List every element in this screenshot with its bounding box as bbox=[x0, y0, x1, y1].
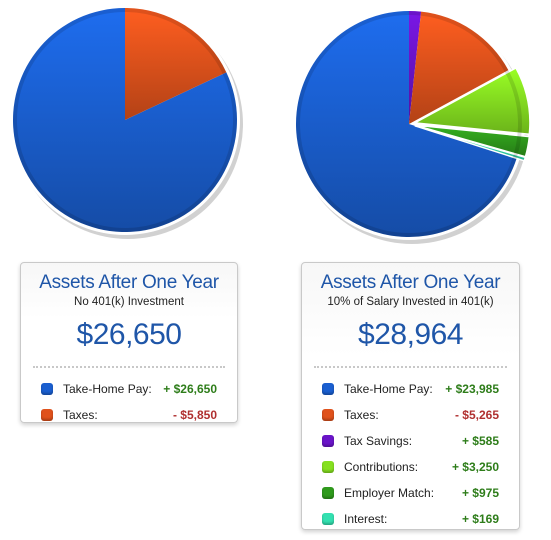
pie-slice-take-home-pay bbox=[296, 11, 517, 237]
legend-label: Contributions: bbox=[344, 460, 419, 474]
light-green-square-icon bbox=[322, 461, 334, 473]
legend-label: Taxes: bbox=[344, 408, 379, 422]
pie-slice-tax-savings bbox=[409, 11, 422, 124]
legend-value: + $169 bbox=[461, 512, 499, 526]
right-card-title: Assets After One Year bbox=[320, 272, 501, 293]
pie-slice-interest bbox=[414, 125, 527, 162]
legend-value: + $23,985 bbox=[445, 382, 499, 396]
legend-row: Taxes: - $5,265 bbox=[302, 402, 519, 428]
left-card-title: Assets After One Year bbox=[39, 272, 219, 293]
left-pie-svg bbox=[10, 5, 243, 239]
legend-value: + $26,650 bbox=[163, 382, 217, 396]
legend-row: Take-Home Pay: + $26,650 bbox=[21, 376, 237, 402]
right-pie-svg bbox=[293, 8, 531, 244]
left-card-total: $26,650 bbox=[76, 318, 182, 351]
blue-square-icon bbox=[322, 383, 334, 395]
right-assets-card: Assets After One Year 10% of Salary Inve… bbox=[301, 262, 520, 530]
legend-value: + $585 bbox=[461, 434, 499, 448]
left-card-subtitle: No 401(k) Investment bbox=[74, 296, 184, 308]
legend-label: Tax Savings: bbox=[344, 434, 413, 448]
legend-row: Interest: + $169 bbox=[302, 506, 519, 532]
pie-slice-contributions bbox=[412, 66, 531, 136]
pie-slice-taxes bbox=[409, 11, 509, 124]
legend-row: Tax Savings: + $585 bbox=[302, 428, 519, 454]
legend-value: - $5,850 bbox=[172, 408, 217, 422]
purple-square-icon bbox=[322, 435, 334, 447]
right-card-subtitle: 10% of Salary Invested in 401(k) bbox=[327, 296, 494, 308]
left-pie-chart bbox=[8, 0, 248, 240]
left-assets-card: Assets After One Year No 401(k) Investme… bbox=[20, 262, 238, 423]
pie-bevel bbox=[13, 8, 237, 232]
orange-square-icon bbox=[322, 409, 334, 421]
legend-value: - $5,265 bbox=[454, 408, 499, 422]
pie-slice-taxes bbox=[125, 8, 227, 120]
dark-green-square-icon bbox=[322, 487, 334, 499]
right-card-total: $28,964 bbox=[358, 318, 463, 351]
legend-row: Contributions: + $3,250 bbox=[302, 454, 519, 480]
legend-label: Employer Match: bbox=[344, 486, 435, 500]
blue-square-icon bbox=[41, 383, 53, 395]
legend-value: + $3,250 bbox=[451, 460, 499, 474]
legend-value: + $975 bbox=[461, 486, 499, 500]
right-card-divider bbox=[314, 366, 507, 368]
legend-label: Taxes: bbox=[63, 408, 98, 422]
right-pie-chart bbox=[292, 0, 542, 245]
left-legend-list: Take-Home Pay: + $26,650 Taxes: - $5,850 bbox=[21, 376, 237, 428]
legend-row: Take-Home Pay: + $23,985 bbox=[302, 376, 519, 402]
legend-row: Employer Match: + $975 bbox=[302, 480, 519, 506]
legend-label: Take-Home Pay: bbox=[63, 382, 152, 396]
legend-label: Interest: bbox=[344, 512, 388, 526]
orange-square-icon bbox=[41, 409, 53, 421]
right-legend-list: Take-Home Pay: + $23,985 Taxes: - $5,265 Tax… bbox=[302, 376, 519, 532]
teal-square-icon bbox=[322, 513, 334, 525]
left-card-divider bbox=[33, 366, 225, 368]
legend-label: Take-Home Pay: bbox=[344, 382, 433, 396]
legend-row: Taxes: - $5,850 bbox=[21, 402, 237, 428]
pie-bevel bbox=[296, 11, 522, 237]
pie-slice-take-home-pay bbox=[13, 8, 238, 232]
